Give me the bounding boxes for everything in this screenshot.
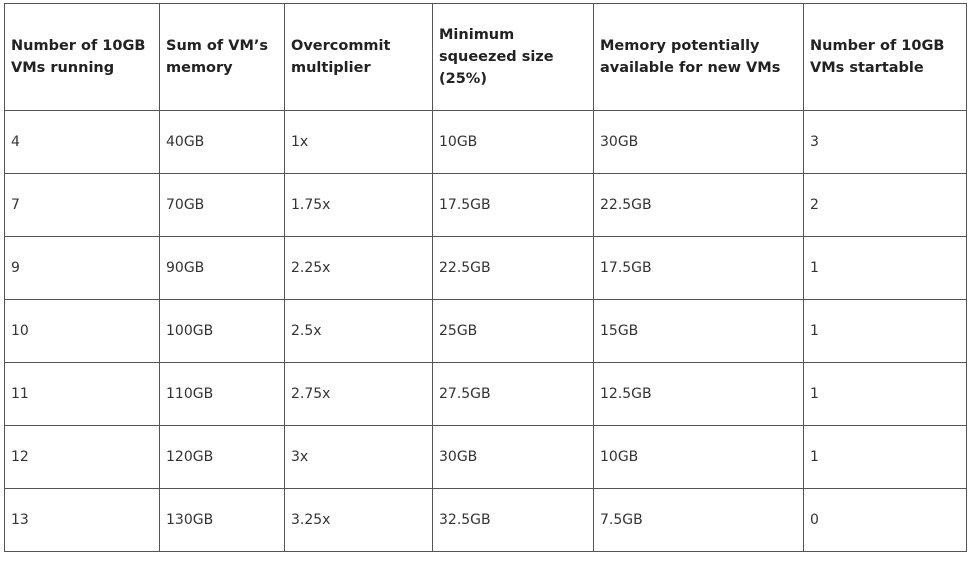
table-cell: 1 (803, 425, 967, 489)
table-cell: 32.5GB (432, 488, 594, 552)
table-cell: 11 (4, 362, 160, 426)
header-cell: Number of 10GB VMs running (4, 3, 160, 111)
table-cell: 30GB (593, 110, 804, 174)
table-row: 7 70GB 1.75x 17.5GB 22.5GB 2 (4, 173, 967, 237)
table-cell: 10 (4, 299, 160, 363)
table-row: 11 110GB 2.75x 27.5GB 12.5GB 1 (4, 362, 967, 426)
table-cell: 1.75x (284, 173, 433, 237)
table-cell: 7.5GB (593, 488, 804, 552)
table-body: 4 40GB 1x 10GB 30GB 3 7 70GB 1.75x 17.5GB 22.5GB 2 9… (4, 110, 967, 552)
table-cell: 22.5GB (593, 173, 804, 237)
table-cell: 30GB (432, 425, 594, 489)
header-cell: Memory potentially available for new VMs (593, 3, 804, 111)
header-cell: Minimum squeezed size (25%) (432, 3, 594, 111)
table-cell: 3 (803, 110, 967, 174)
table-cell: 130GB (159, 488, 285, 552)
table-cell: 1 (803, 362, 967, 426)
table-cell: 1x (284, 110, 433, 174)
table-cell: 1 (803, 299, 967, 363)
table-cell: 15GB (593, 299, 804, 363)
table-cell: 70GB (159, 173, 285, 237)
table-cell: 110GB (159, 362, 285, 426)
header-row: Number of 10GB VMs running Sum of VM’s me… (4, 3, 967, 111)
table-cell: 12 (4, 425, 160, 489)
table-cell: 13 (4, 488, 160, 552)
table-cell: 25GB (432, 299, 594, 363)
table-cell: 2.5x (284, 299, 433, 363)
table-cell: 2.25x (284, 236, 433, 300)
data-table: Number of 10GB VMs running Sum of VM’s me… (4, 3, 967, 552)
table-cell: 1 (803, 236, 967, 300)
table-cell: 12.5GB (593, 362, 804, 426)
table-cell: 4 (4, 110, 160, 174)
table-cell: 9 (4, 236, 160, 300)
header-cell: Sum of VM’s memory (159, 3, 285, 111)
header-cell: Overcommit multiplier (284, 3, 433, 111)
table-cell: 2 (803, 173, 967, 237)
table-cell: 2.75x (284, 362, 433, 426)
table-row: 10 100GB 2.5x 25GB 15GB 1 (4, 299, 967, 363)
table-cell: 3.25x (284, 488, 433, 552)
table-cell: 17.5GB (593, 236, 804, 300)
table-cell: 100GB (159, 299, 285, 363)
table-cell: 17.5GB (432, 173, 594, 237)
table-row: 12 120GB 3x 30GB 10GB 1 (4, 425, 967, 489)
table-header: Number of 10GB VMs running Sum of VM’s me… (4, 3, 967, 111)
table-cell: 27.5GB (432, 362, 594, 426)
table-cell: 10GB (432, 110, 594, 174)
table-row: 9 90GB 2.25x 22.5GB 17.5GB 1 (4, 236, 967, 300)
table-row: 13 130GB 3.25x 32.5GB 7.5GB 0 (4, 488, 967, 552)
table-cell: 7 (4, 173, 160, 237)
table-cell: 40GB (159, 110, 285, 174)
header-cell: Number of 10GB VMs startable (803, 3, 967, 111)
table-cell: 90GB (159, 236, 285, 300)
table-cell: 0 (803, 488, 967, 552)
table-cell: 22.5GB (432, 236, 594, 300)
table-row: 4 40GB 1x 10GB 30GB 3 (4, 110, 967, 174)
table-cell: 10GB (593, 425, 804, 489)
table-cell: 3x (284, 425, 433, 489)
table-cell: 120GB (159, 425, 285, 489)
